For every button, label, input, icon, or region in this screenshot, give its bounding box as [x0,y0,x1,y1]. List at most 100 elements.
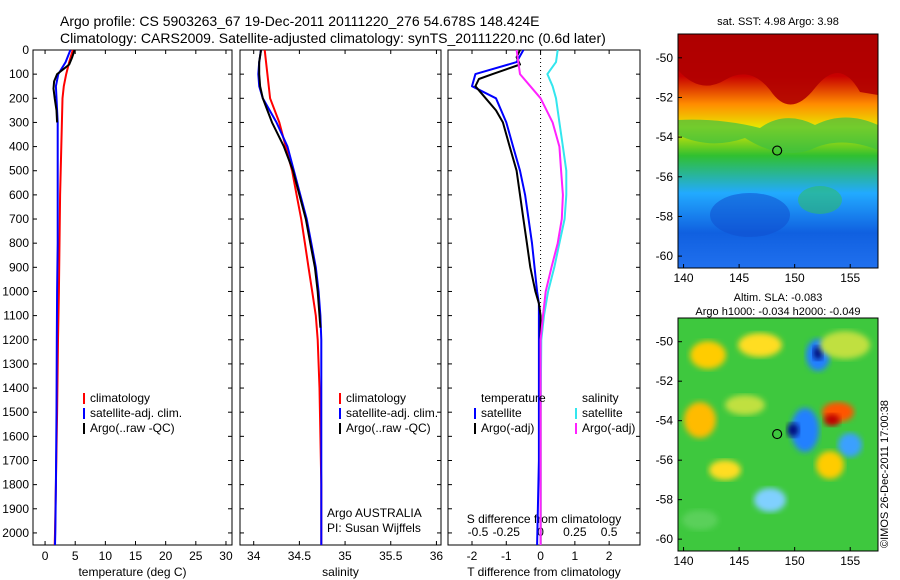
y-tick-label: -58 [656,493,674,507]
green-patch [798,186,842,214]
sla-anomaly-blob [690,341,726,369]
y-tick-label: 1500 [2,405,29,419]
x2-axis-label: S difference from climatology [467,512,622,526]
y-tick-label: 300 [9,115,29,129]
series-line-argo-adj- [515,49,564,545]
y-tick-label: -56 [656,170,674,184]
y-tick-label: -52 [656,90,674,104]
series-line-satellite-adj-clim- [54,49,72,546]
y-tick-label: 1200 [2,333,29,347]
sla-anomaly-blob [787,423,799,437]
y-tick-label: 1700 [2,453,29,467]
y-tick-label: -60 [656,249,674,263]
map-frame [677,317,879,552]
y-tick-label: 0 [22,43,29,57]
x-tick-label: 20 [159,549,173,563]
map-title: Altim. SLA: -0.083 [734,292,823,304]
plot-frame-2 [239,49,442,546]
x-tick-label: 145 [729,271,749,285]
sla-anomaly-blob [738,333,782,357]
x-axis-label: salinity [322,565,359,579]
legend-label: Argo(..raw -QC) [346,421,431,435]
argo-position-marker [772,428,783,440]
x-tick-label: 145 [729,554,749,568]
x-axis-label: temperature (deg C) [78,565,186,579]
x-tick-label: 150 [785,554,805,568]
legend-label: climatology [90,391,150,405]
y-tick-label: -50 [656,335,674,349]
x-tick-label: 5 [72,549,79,563]
x2-tick-label: 0.5 [601,525,618,539]
x-tick-label: -1 [501,549,512,563]
y-tick-label: 1400 [2,381,29,395]
sla-anomaly-blob [754,488,786,512]
map-title: sat. SST: 4.98 Argo: 3.98 [717,16,839,28]
y-tick-label: -50 [656,51,674,65]
plot-frame-1 [32,49,233,546]
legend-label: satellite [582,406,623,420]
legend-label: climatology [346,391,406,405]
y-tick-label: 800 [9,236,29,250]
y-tick-label: 900 [9,260,29,274]
cold-patch [710,193,790,237]
x-tick-label: 140 [674,271,694,285]
sla-anomaly-blob [816,451,844,479]
warm-water-region [678,34,878,105]
series-line-argo-raw-qc- [258,49,322,328]
y-tick-label: 600 [9,188,29,202]
y-tick-label: -58 [656,209,674,223]
x-tick-label: 34.5 [288,549,312,563]
sla-anomaly-blob [813,346,823,360]
legend-label: Argo(-adj) [481,421,534,435]
y-tick-label: 1000 [2,284,29,298]
x-tick-label: 0 [537,549,544,563]
series-line-climatology [263,49,323,545]
sla-anomaly-blob [709,460,741,480]
x2-tick-label: -0.25 [493,525,521,539]
x-axis-label: T difference from climatology [467,565,621,579]
y-tick-label: -56 [656,453,674,467]
x2-tick-label: 0.25 [563,525,587,539]
timestamp-stamp: ©IMOS 26-Dec-2011 17:00:38 [879,400,891,548]
x-tick-label: 25 [189,549,203,563]
y-tick-label: 1600 [2,429,29,443]
x-tick-label: 36 [430,549,444,563]
annotation-text: PI: Susan Wijffels [327,521,421,535]
y-tick-label: -60 [656,532,674,546]
legend-label: Argo(..raw -QC) [90,421,175,435]
x-tick-label: 140 [674,554,694,568]
legend-label: Argo(-adj) [582,421,635,435]
sst-map [678,34,878,268]
sla-anomaly-blob [824,414,840,426]
plot-frame-3 [447,49,641,546]
y-tick-label: -54 [656,414,674,428]
sla-map [678,318,878,551]
annotation-text: Argo AUSTRALIA [327,506,422,520]
y-tick-label: -52 [656,374,674,388]
chart-title-line2: Climatology: CARS2009. Satellite-adjuste… [60,30,606,46]
series-line-satellite [471,49,540,546]
x-tick-label: 150 [785,271,805,285]
x-tick-label: -2 [467,549,478,563]
y-tick-label: 100 [9,67,29,81]
x-tick-label: 35 [338,549,352,563]
x-tick-label: 0 [42,549,49,563]
x2-tick-label: -0.5 [468,525,489,539]
legend-title: salinity [582,391,619,405]
sla-anomaly-blob [684,402,716,438]
y-tick-label: 1800 [2,478,29,492]
y-tick-label: 400 [9,140,29,154]
front-region [678,117,878,154]
x-tick-label: 155 [840,271,860,285]
x-tick-label: 35.5 [379,549,403,563]
legend-label: satellite-adj. clim. [90,406,182,420]
legend-title: temperature [481,391,546,405]
map-title: Argo h1000: -0.034 h2000: -0.049 [695,306,860,318]
x-tick-label: 15 [129,549,143,563]
y-tick-label: 1100 [3,309,29,323]
x-tick-label: 1 [572,549,579,563]
x-tick-label: 10 [99,549,113,563]
sla-anomaly-blob [725,395,765,415]
x-tick-label: 34 [247,549,261,563]
